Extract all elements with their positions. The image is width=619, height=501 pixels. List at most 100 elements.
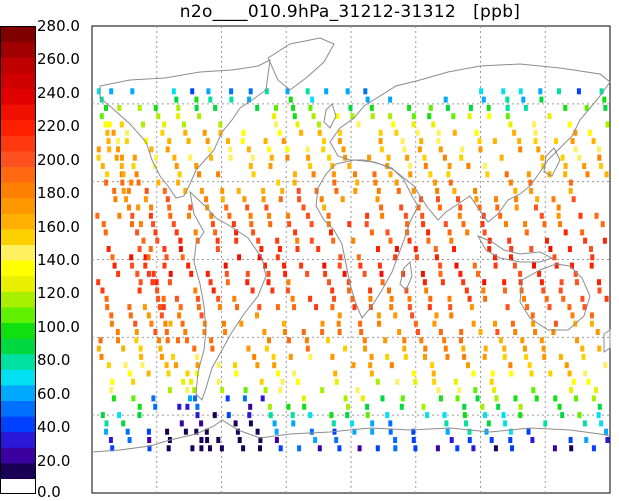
- data-point: [109, 387, 114, 394]
- data-point: [514, 204, 519, 211]
- data-point: [162, 121, 167, 128]
- data-point: [477, 204, 482, 211]
- data-point: [336, 320, 341, 327]
- data-point: [388, 171, 393, 178]
- data-point: [421, 403, 426, 410]
- data-point: [416, 329, 420, 335]
- data-point: [117, 212, 122, 219]
- data-point: [181, 378, 186, 385]
- colorbar-segment: [0, 306, 36, 323]
- data-point: [290, 295, 295, 302]
- data-point: [194, 96, 199, 103]
- data-point: [451, 113, 456, 120]
- data-point: [536, 146, 541, 153]
- data-point: [394, 246, 399, 252]
- data-point: [205, 204, 210, 211]
- data-point: [223, 329, 228, 335]
- colorbar-tick-label: 80.0: [37, 351, 71, 370]
- data-point: [168, 387, 172, 394]
- data-point: [248, 163, 253, 169]
- data-point: [199, 445, 204, 452]
- data-point: [465, 229, 470, 236]
- data-point: [540, 154, 545, 161]
- data-point: [115, 329, 120, 335]
- data-point: [478, 329, 483, 335]
- colorbar-segment: [0, 228, 36, 245]
- data-point: [435, 187, 440, 194]
- data-point: [215, 237, 220, 244]
- data-point: [242, 395, 247, 402]
- data-point: [396, 187, 401, 194]
- data-point: [280, 187, 285, 194]
- data-point: [590, 312, 594, 319]
- data-point: [502, 345, 507, 352]
- data-point: [541, 163, 546, 169]
- data-point: [563, 229, 568, 236]
- data-point: [493, 445, 498, 452]
- data-point: [602, 96, 607, 103]
- data-point: [431, 121, 436, 128]
- data-point: [411, 370, 416, 377]
- data-point: [589, 246, 593, 252]
- data-point: [568, 187, 573, 194]
- data-point: [280, 378, 285, 385]
- data-point: [554, 262, 559, 269]
- data-point: [583, 370, 588, 377]
- data-point: [235, 428, 240, 435]
- data-point: [134, 329, 139, 335]
- data-point: [111, 395, 116, 402]
- data-point: [194, 370, 199, 377]
- data-point: [389, 362, 394, 369]
- data-point: [314, 187, 319, 194]
- data-point: [364, 221, 369, 228]
- antarctica-coast: [91, 419, 611, 453]
- data-point: [407, 237, 412, 244]
- data-point: [178, 246, 183, 252]
- data-point: [603, 104, 608, 111]
- data-point: [168, 270, 173, 277]
- data-point: [490, 370, 495, 377]
- data-point: [178, 237, 183, 244]
- data-point: [277, 246, 282, 252]
- data-point: [573, 146, 578, 153]
- data-point: [166, 370, 171, 377]
- data-point: [542, 221, 547, 228]
- data-point: [266, 279, 271, 286]
- data-point: [560, 154, 565, 161]
- data-point: [495, 204, 500, 211]
- data-point: [329, 229, 333, 236]
- data-point: [543, 420, 548, 427]
- data-point: [274, 437, 279, 443]
- colorbar-segment: [0, 338, 36, 355]
- data-point: [333, 370, 338, 377]
- colorbar-segment: [0, 478, 36, 494]
- colorbar-segment: [0, 244, 36, 261]
- data-point: [423, 353, 427, 360]
- data-point: [105, 304, 110, 311]
- data-point: [135, 229, 140, 236]
- data-point: [590, 254, 595, 261]
- data-point: [469, 304, 474, 311]
- data-point: [246, 146, 251, 153]
- data-point: [518, 279, 523, 286]
- data-point: [404, 287, 409, 294]
- data-point: [314, 304, 319, 311]
- data-point: [286, 279, 291, 286]
- data-point: [277, 129, 282, 136]
- data-point: [269, 154, 274, 161]
- data-point: [323, 270, 328, 277]
- data-point: [460, 146, 465, 153]
- colorbar-tick-label: 180.0: [37, 184, 80, 203]
- data-point: [317, 121, 321, 128]
- data-point: [402, 146, 407, 153]
- data-point: [378, 138, 383, 145]
- data-point: [272, 420, 277, 427]
- data-point: [369, 229, 374, 236]
- data-point: [437, 204, 442, 211]
- data-point: [285, 154, 290, 161]
- data-point: [129, 254, 134, 261]
- data-point: [505, 304, 510, 311]
- data-point: [297, 196, 302, 203]
- data-point: [174, 96, 179, 103]
- data-point: [556, 212, 561, 219]
